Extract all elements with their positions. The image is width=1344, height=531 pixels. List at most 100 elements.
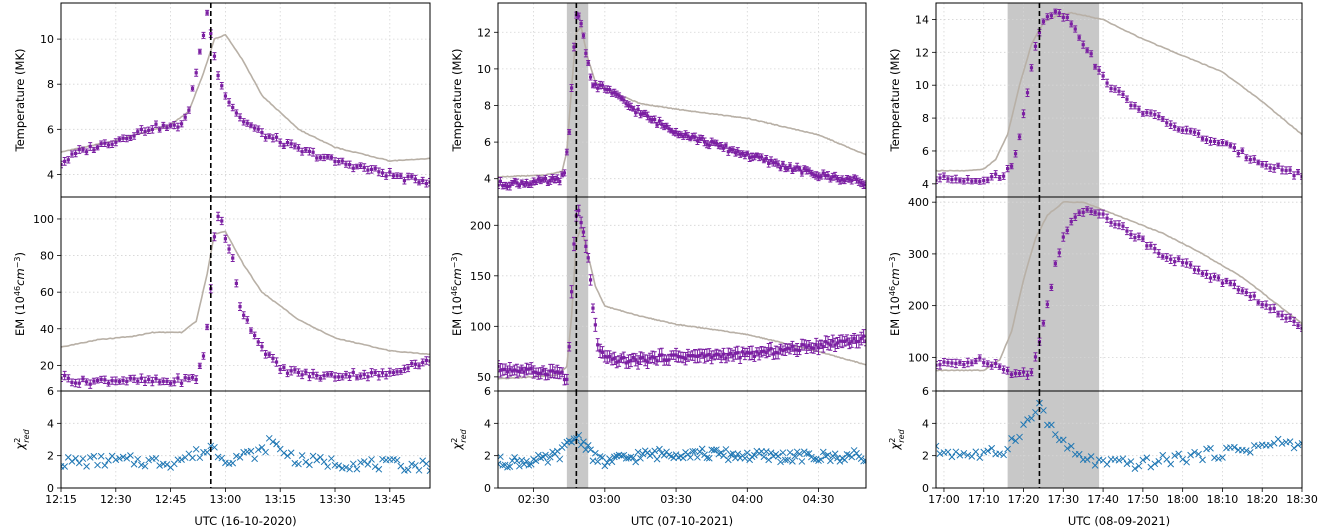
observed-point: [833, 343, 837, 347]
observed-point: [1081, 43, 1085, 47]
observed-point: [1165, 121, 1169, 125]
series-group: [61, 9, 430, 188]
chi2-point: [251, 455, 258, 463]
observed-point: [1165, 255, 1169, 260]
chi2-point: [819, 448, 827, 456]
observed-point: [238, 305, 242, 309]
chi2-point: [710, 446, 718, 454]
y-tick-label: 200: [908, 300, 929, 313]
chi2-point: [412, 462, 419, 469]
chi2-point: [269, 438, 277, 446]
observed-point: [558, 371, 562, 375]
observed-point: [169, 381, 173, 385]
observed-point: [1141, 112, 1145, 116]
observed-point: [596, 86, 600, 90]
observed-point: [410, 174, 414, 179]
observed-point: [136, 130, 140, 134]
chi2-point: [320, 458, 328, 466]
observed-point: [619, 356, 624, 360]
x-tick-label: 17:10: [968, 493, 1000, 506]
observed-point: [615, 360, 619, 364]
observed-point: [1256, 300, 1260, 305]
chi2-point: [936, 450, 944, 458]
observed-point: [242, 120, 246, 124]
chi2-point: [313, 456, 321, 464]
model-curve: [61, 230, 430, 356]
observed-point: [1196, 132, 1201, 136]
observed-point: [103, 378, 107, 382]
chi2-point: [1266, 441, 1274, 449]
observed-point: [1053, 261, 1057, 266]
y-tick-label: 50: [477, 371, 491, 384]
chi2-point: [504, 463, 511, 471]
observed-point: [691, 353, 695, 358]
observed-point: [653, 356, 657, 360]
observed-point: [1232, 146, 1236, 150]
chi2-point: [422, 460, 430, 468]
observed-point: [402, 367, 407, 371]
chi2-point: [791, 452, 799, 460]
observed-point: [344, 162, 348, 166]
observed-point: [1280, 313, 1284, 318]
observed-point: [790, 344, 794, 348]
chi2-point: [236, 454, 244, 461]
chi2-point: [984, 447, 992, 455]
observed-point: [776, 162, 780, 166]
observed-point: [551, 176, 555, 180]
observed-point: [717, 144, 721, 148]
observed-point: [391, 174, 396, 178]
chi2-point: [679, 454, 687, 462]
observed-point: [936, 363, 938, 367]
observed-point: [750, 351, 754, 355]
observed-point: [318, 376, 322, 380]
chi2-point: [1087, 453, 1095, 460]
observed-point: [351, 370, 355, 375]
chi2-point: [686, 454, 694, 461]
observed-point: [143, 379, 147, 384]
observed-point: [686, 134, 690, 138]
observed-point: [1129, 232, 1133, 237]
observed-point: [311, 371, 315, 376]
observed-point: [1021, 370, 1026, 374]
observed-point: [560, 172, 564, 176]
observed-point: [641, 355, 645, 360]
y-tick-label: 6: [484, 385, 491, 398]
observed-point: [541, 368, 545, 372]
observed-point: [603, 87, 607, 91]
observed-point: [505, 370, 510, 374]
observed-point: [117, 137, 122, 141]
panel-em: 100 200 300 400 EM (1046cm−3): [888, 196, 1303, 392]
observed-point: [388, 170, 392, 174]
y-axis-label: Temperature (MK): [450, 49, 464, 153]
observed-point: [110, 379, 114, 383]
chi2-point: [1123, 460, 1131, 468]
observed-point: [498, 179, 502, 183]
observed-point: [183, 376, 187, 380]
observed-point: [631, 355, 635, 360]
observed-point: [326, 372, 330, 376]
observed-point: [946, 361, 950, 365]
chi2-point: [1175, 450, 1183, 458]
observed-point: [522, 182, 526, 187]
observed-point: [603, 354, 607, 359]
observed-point: [1125, 97, 1129, 101]
observed-point: [307, 149, 312, 154]
observed-point: [586, 61, 590, 65]
observed-point: [581, 34, 586, 38]
x-tick-label: 04:00: [731, 493, 763, 506]
observed-point: [721, 146, 726, 150]
observed-point: [1216, 141, 1221, 145]
chi2-point: [786, 449, 794, 456]
chi2-point: [254, 446, 262, 454]
observed-point: [99, 377, 103, 381]
observed-point: [194, 377, 198, 382]
observed-point: [508, 184, 512, 188]
observed-errorbar: [61, 160, 63, 169]
observed-point: [1057, 251, 1061, 255]
impulsive-phase-shade: [566, 3, 589, 197]
chi2-point: [1143, 454, 1151, 462]
observed-point: [843, 339, 847, 343]
observed-point: [1149, 244, 1153, 248]
observed-point: [293, 368, 297, 372]
